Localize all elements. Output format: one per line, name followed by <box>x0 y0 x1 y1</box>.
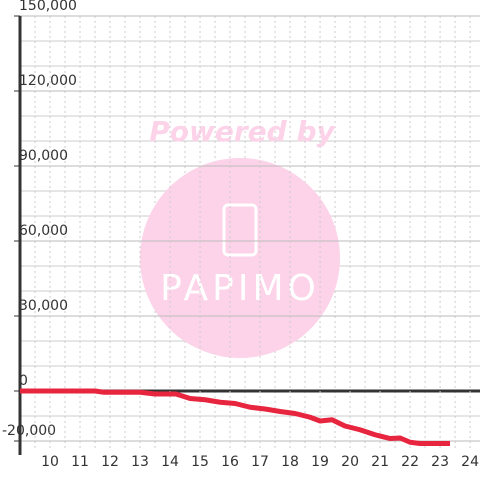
line-series <box>20 388 450 446</box>
y-tick-label: 60,000 <box>19 223 68 239</box>
x-tick-label: 23 <box>431 454 449 470</box>
x-tick-label: 17 <box>251 454 269 470</box>
watermark-logo: PAPIMO <box>160 268 320 309</box>
x-tick-label: 12 <box>101 454 119 470</box>
x-tick-label: 24 <box>461 454 479 470</box>
x-tick-label: 14 <box>161 454 179 470</box>
y-tick-label: -20,000 <box>2 423 56 439</box>
x-tick-label: 10 <box>41 454 59 470</box>
x-tick-label: 15 <box>191 454 209 470</box>
y-tick-label: 150,000 <box>19 0 77 14</box>
watermark-text: Powered by <box>149 115 336 148</box>
x-tick-label: 16 <box>221 454 239 470</box>
y-tick-label: 90,000 <box>19 148 68 164</box>
y-tick-label: 120,000 <box>19 73 77 89</box>
watermark-icon <box>222 203 258 257</box>
x-tick-label: 18 <box>281 454 299 470</box>
y-tick-label: 0 <box>19 373 28 389</box>
x-tick-label: 13 <box>131 454 149 470</box>
x-tick-label: 20 <box>341 454 359 470</box>
x-tick-label: 11 <box>71 454 89 470</box>
x-tick-label: 19 <box>311 454 329 470</box>
y-tick-label: 30,000 <box>19 298 68 314</box>
x-tick-label: 22 <box>401 454 419 470</box>
x-tick-label: 21 <box>371 454 389 470</box>
